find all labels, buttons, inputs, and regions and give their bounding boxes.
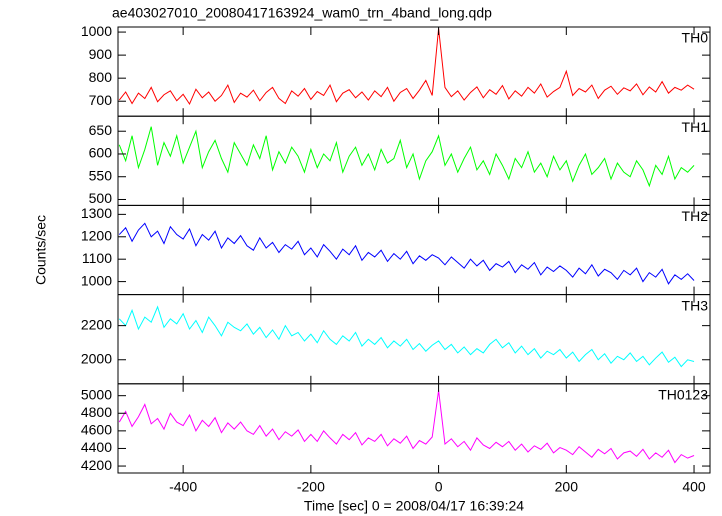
y-tick-label: 5000: [81, 386, 112, 402]
y-tick-label: 2000: [81, 350, 112, 366]
panel-frame: [117, 383, 711, 474]
y-tick-label: 1100: [82, 250, 112, 266]
y-tick-label: 4200: [81, 457, 112, 473]
panel-frame: [117, 204, 711, 296]
y-tick-label: 2200: [81, 316, 112, 332]
x-tick-label: 200: [555, 479, 579, 495]
panel-frame: [117, 26, 711, 117]
y-tick-label: 650: [89, 122, 113, 138]
y-tick-label: 500: [89, 190, 113, 206]
x-tick-label: -400: [169, 479, 197, 495]
y-tick-label: 550: [89, 167, 113, 183]
panel-label: TH0: [682, 30, 709, 46]
panel-label: TH1: [682, 119, 709, 135]
x-tick-label: -200: [297, 479, 325, 495]
y-axis-label: Counts/sec: [33, 215, 49, 285]
y-tick-label: 4600: [81, 422, 112, 438]
y-tick-label: 700: [89, 92, 113, 108]
y-tick-label: 800: [89, 69, 113, 85]
panel-label: TH2: [682, 208, 709, 224]
y-tick-label: 1000: [81, 272, 112, 288]
x-tick-label: 0: [435, 479, 443, 495]
series-line: [118, 222, 695, 285]
y-tick-label: 900: [89, 46, 113, 62]
y-tick-label: 4400: [81, 439, 112, 455]
y-tick-label: 1000: [81, 23, 112, 39]
y-tick-label: 4800: [81, 404, 112, 420]
x-tick-label: 400: [682, 479, 706, 495]
panel-frame: [117, 294, 711, 385]
chart-title: ae403027010_20080417163924_wam0_trn_4ban…: [112, 5, 492, 21]
series-line: [118, 28, 695, 106]
panel-label: TH3: [682, 297, 709, 313]
panel-label: TH0123: [658, 387, 708, 403]
y-tick-label: 600: [89, 145, 113, 161]
x-axis-label: Time [sec] 0 = 2008/04/17 16:39:24: [304, 498, 524, 514]
series-line: [118, 390, 695, 464]
series-line: [118, 305, 695, 368]
y-tick-label: 1300: [81, 205, 112, 221]
series-line: [118, 126, 695, 188]
panel-frame: [117, 115, 711, 206]
y-tick-label: 1200: [81, 227, 112, 243]
